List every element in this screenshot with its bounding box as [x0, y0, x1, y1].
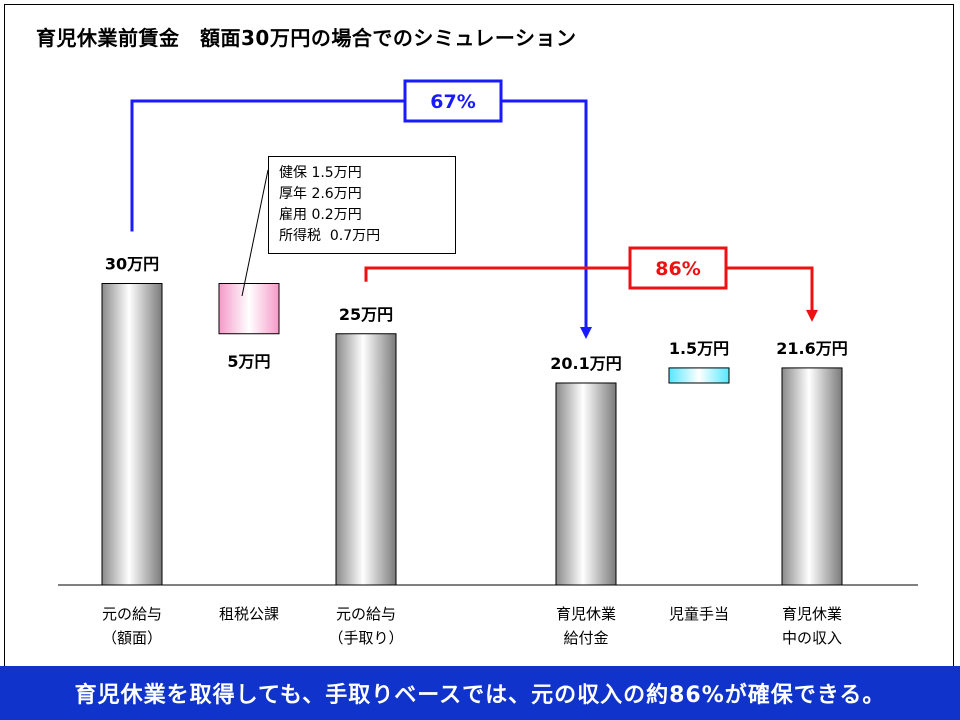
bar-0: [101, 283, 163, 586]
annotation-connector-1: [364, 266, 814, 312]
annotation-label-1: 86%: [655, 258, 700, 280]
category-label-3-1: 給付金: [563, 629, 608, 647]
category-label-0-0: 元の給与: [102, 605, 162, 623]
deduction-health-insurance: 健保 1.5万円: [279, 165, 362, 181]
deduction-breakdown-box: 健保 1.5万円 厚年 2.6万円 雇用 0.2万円 所得税 0.7万円: [268, 156, 456, 254]
category-label-0-1: （額面）: [102, 629, 162, 647]
bar-3: [555, 382, 617, 586]
value-label-1: 5万円: [227, 352, 270, 371]
bar-1: [218, 283, 280, 335]
deduction-leader-line: [241, 169, 269, 297]
deduction-pension: 厚年 2.6万円: [279, 186, 362, 202]
deduction-income-tax: 所得税 0.7万円: [279, 228, 381, 244]
category-label-5-0: 育児休業: [782, 605, 842, 623]
summary-banner: 育児休業を取得しても、手取りベースでは、元の収入の約86%が確保できる。: [0, 666, 960, 720]
value-label-5: 21.6万円: [776, 339, 847, 358]
category-label-2-0: 元の給与: [336, 605, 396, 623]
slide-title: 育児休業前賃金 額面30万円の場合でのシミュレーション: [36, 26, 577, 50]
bar-2: [335, 333, 397, 586]
annotation-arrowhead-1: [806, 309, 818, 322]
annotation-connector-0: [130, 99, 588, 329]
category-label-2-1: （手取り）: [328, 629, 403, 647]
category-label-1-0: 租税公課: [219, 605, 279, 623]
annotation-box-0: [403, 79, 503, 123]
annotation-arrowhead-0: [580, 326, 592, 339]
value-label-3: 20.1万円: [550, 354, 621, 373]
category-label-3-0: 育児休業: [556, 605, 616, 623]
category-label-4-0: 児童手当: [669, 605, 729, 623]
deduction-employment-insurance: 雇用 0.2万円: [279, 207, 362, 223]
value-label-0: 30万円: [105, 255, 159, 274]
bar-4: [668, 367, 730, 384]
salary-simulation-chart: 30万円元の給与（額面）5万円租税公課25万円元の給与（手取り）20.1万円育児…: [58, 79, 918, 647]
bar-5: [781, 367, 843, 586]
annotation-label-0: 67%: [430, 91, 475, 113]
category-label-5-1: 中の収入: [782, 629, 842, 647]
value-label-2: 25万円: [339, 305, 393, 324]
annotation-box-1: [628, 246, 728, 290]
value-label-4: 1.5万円: [669, 339, 729, 358]
